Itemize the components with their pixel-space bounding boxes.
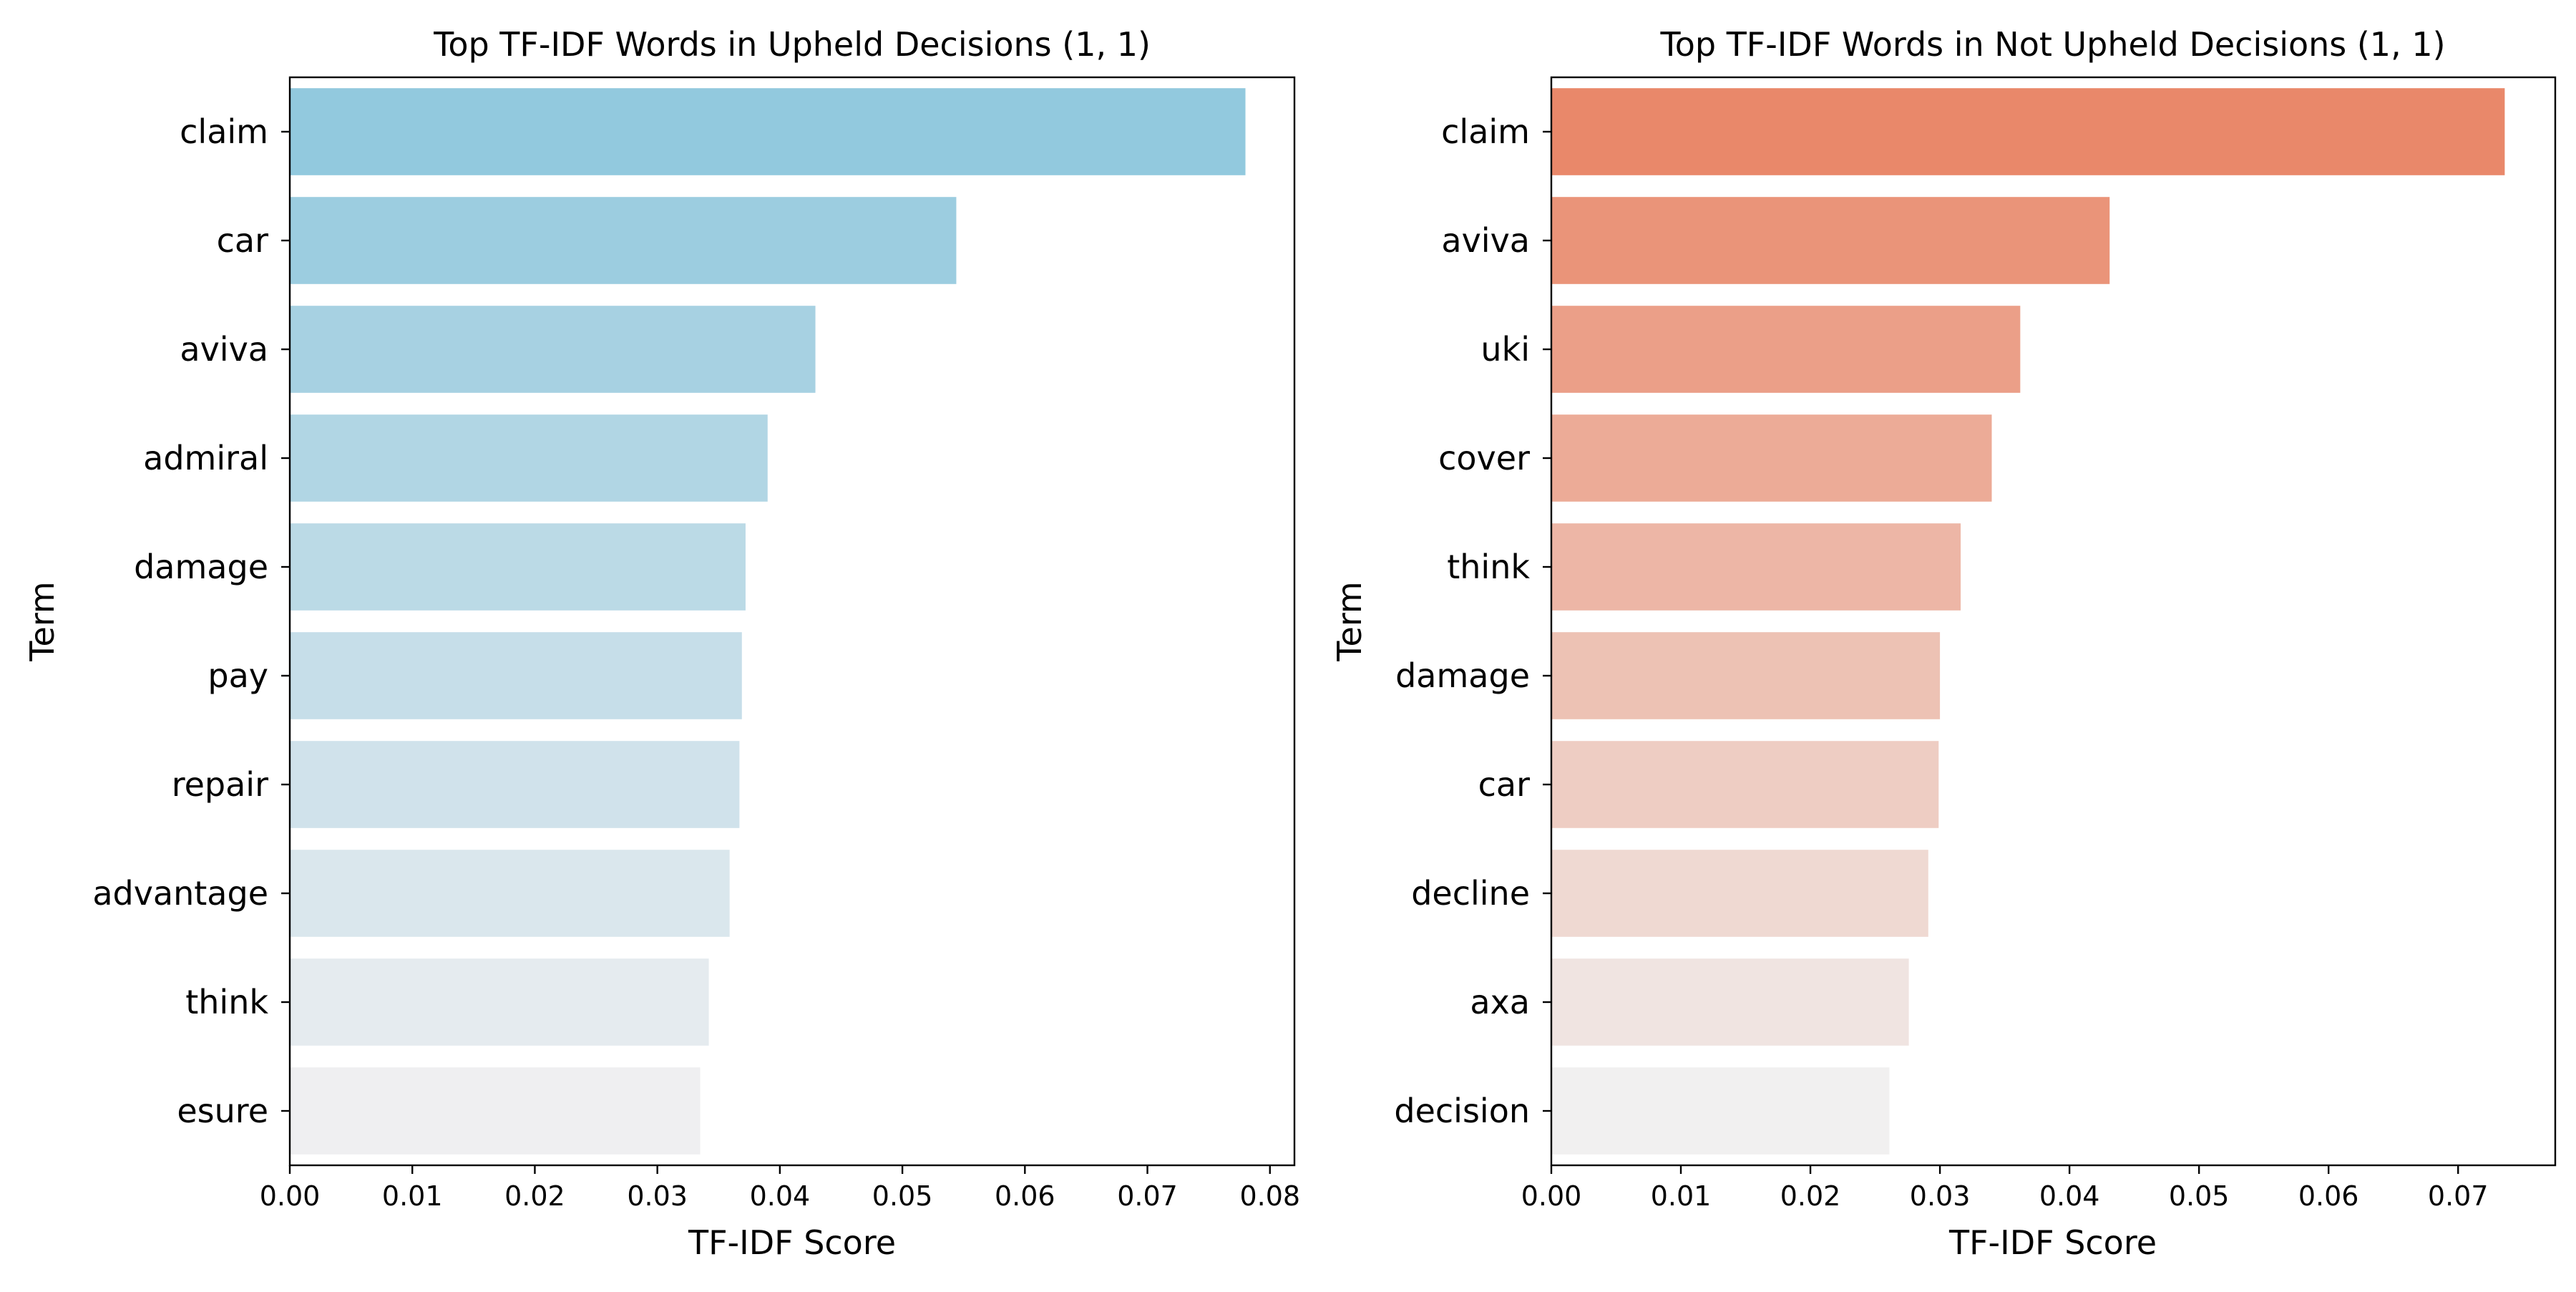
not-upheld-x-tick-label: 0.03	[1910, 1180, 1971, 1212]
upheld-x-tick-label: 0.03	[627, 1180, 688, 1212]
upheld-axes-frame	[288, 76, 1296, 1167]
not-upheld-y-tick-label: axa	[1470, 983, 1530, 1021]
upheld-bar-pay	[290, 632, 742, 719]
not-upheld-bar-cover	[1551, 414, 1992, 502]
not-upheld-bar-claim	[1551, 88, 2505, 175]
upheld-x-tick-label: 0.01	[382, 1180, 443, 1212]
upheld-bar-repair	[290, 741, 740, 828]
upheld-y-tick-label: repair	[172, 765, 268, 804]
upheld-y-ticks: claim car aviva admiral damage pay repair advan…	[92, 112, 290, 1130]
upheld-y-tick-label: aviva	[180, 330, 268, 369]
not-upheld-y-tick-label: car	[1478, 765, 1530, 804]
not-upheld-x-tick-label: 0.01	[1651, 1180, 1712, 1212]
upheld-x-tick-label: 0.08	[1239, 1180, 1300, 1212]
upheld-bar-esure	[290, 1067, 701, 1155]
upheld-bar-damage	[290, 523, 746, 611]
not-upheld-x-tick-label: 0.07	[2428, 1180, 2489, 1212]
not-upheld-bars	[1551, 88, 2505, 1155]
not-upheld-x-tick-label: 0.04	[2039, 1180, 2100, 1212]
not-upheld-axes-frame	[1550, 76, 2557, 1167]
upheld-bar-think	[290, 958, 709, 1046]
upheld-y-axis-label: Term	[23, 581, 62, 662]
upheld-x-axis-label: TF-IDF Score	[688, 1223, 896, 1262]
not-upheld-y-tick-label: decision	[1394, 1092, 1530, 1130]
upheld-y-tick-label: think	[185, 983, 268, 1021]
upheld-bar-aviva	[290, 306, 816, 393]
not-upheld-y-ticks: claim aviva uki cover think damage car decline a…	[1394, 112, 1551, 1130]
not-upheld-y-tick-label: think	[1447, 548, 1530, 586]
not-upheld-y-tick-label: cover	[1438, 439, 1530, 477]
upheld-y-tick-label: pay	[208, 656, 268, 695]
not-upheld-bar-damage	[1551, 632, 1941, 719]
not-upheld-bar-car	[1551, 741, 1939, 828]
upheld-x-tick-label: 0.06	[995, 1180, 1055, 1212]
upheld-bar-car	[290, 197, 957, 284]
not-upheld-panel: Top TF-IDF Words in Not Upheld Decisions…	[1330, 25, 2557, 1262]
upheld-panel: Top TF-IDF Words in Upheld Decisions (1,…	[23, 25, 1300, 1262]
not-upheld-x-axis-label: TF-IDF Score	[1948, 1223, 2157, 1262]
upheld-x-tick-label: 0.04	[750, 1180, 811, 1212]
not-upheld-x-ticks: 0.00 0.01 0.02 0.03 0.04 0.05 0.06 0.07	[1521, 1165, 2489, 1212]
upheld-y-tick-label: esure	[177, 1092, 268, 1130]
not-upheld-x-tick-label: 0.02	[1780, 1180, 1841, 1212]
not-upheld-bar-decision	[1551, 1067, 1890, 1155]
upheld-y-tick-label: damage	[134, 548, 268, 586]
upheld-x-tick-label: 0.05	[872, 1180, 933, 1212]
upheld-x-ticks: 0.00 0.01 0.02 0.03 0.04 0.05 0.06 0.07 0.08	[260, 1165, 1300, 1212]
upheld-bars	[290, 88, 1246, 1155]
not-upheld-x-tick-label: 0.05	[2169, 1180, 2230, 1212]
not-upheld-chart-title: Top TF-IDF Words in Not Upheld Decisions…	[1659, 25, 2445, 64]
not-upheld-y-tick-label: claim	[1441, 112, 1530, 151]
upheld-y-tick-label: claim	[180, 112, 268, 151]
not-upheld-bar-uki	[1551, 306, 2021, 393]
upheld-bar-admiral	[290, 414, 768, 502]
not-upheld-y-tick-label: uki	[1480, 330, 1530, 369]
upheld-y-tick-label: admiral	[143, 439, 268, 477]
not-upheld-x-tick-label: 0.06	[2298, 1180, 2359, 1212]
not-upheld-bar-decline	[1551, 850, 1928, 937]
upheld-x-tick-label: 0.00	[260, 1180, 321, 1212]
upheld-x-tick-label: 0.07	[1117, 1180, 1178, 1212]
upheld-y-tick-label: advantage	[92, 874, 268, 913]
not-upheld-y-axis-label: Term	[1330, 581, 1369, 662]
upheld-bar-claim	[290, 88, 1246, 175]
upheld-chart-title: Top TF-IDF Words in Upheld Decisions (1,…	[433, 25, 1151, 64]
not-upheld-y-tick-label: aviva	[1441, 221, 1530, 260]
not-upheld-y-tick-label: damage	[1395, 656, 1530, 695]
upheld-x-tick-label: 0.02	[504, 1180, 565, 1212]
not-upheld-bar-axa	[1551, 958, 1909, 1046]
not-upheld-bar-aviva	[1551, 197, 2110, 284]
not-upheld-bar-think	[1551, 523, 1961, 611]
upheld-y-tick-label: car	[217, 221, 268, 260]
upheld-bar-advantage	[290, 850, 730, 937]
not-upheld-x-tick-label: 0.00	[1521, 1180, 1582, 1212]
not-upheld-y-tick-label: decline	[1411, 874, 1530, 913]
